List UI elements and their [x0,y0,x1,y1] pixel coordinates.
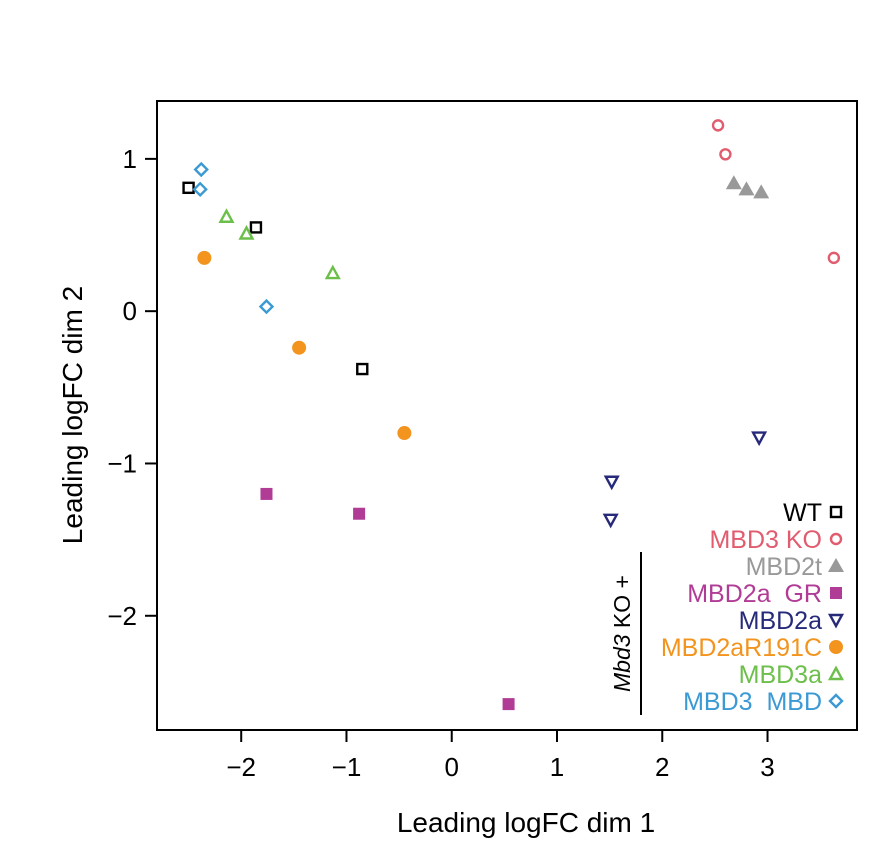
legend-marker [827,613,845,629]
data-point [193,161,209,178]
data-point [711,119,725,132]
data-point [238,224,255,240]
legend-marker [828,693,844,709]
data-point [397,426,412,441]
x-axis: −2 −1 0 1 2 3 [226,730,775,782]
legend-group-label-rest: KO + [609,575,635,634]
data-point [738,181,755,196]
data-point [751,431,768,447]
legend-label: MBD3 KO [709,526,822,554]
data-point [753,184,770,199]
legend-marker [827,665,845,681]
x-tick-label: 3 [760,752,774,782]
legend-label: MBD2t [746,553,822,581]
data-point [258,298,275,315]
data-point [603,475,620,491]
data-point [602,513,619,529]
data-point [218,208,235,223]
data-point [502,698,515,711]
y-tick-label: 1 [123,144,137,174]
y-tick-label: −1 [107,448,137,478]
y-axis: 1 0 −1 −2 [107,144,157,631]
legend-group-label: Mbd3 KO + [609,575,635,692]
legend-marker [829,640,843,654]
data-point [249,221,263,234]
legend-label: MBD2aR191C [661,634,822,662]
legend-label: MBD2a GR [687,580,822,608]
legend-label: MBD2a [739,607,822,635]
data-point [260,487,273,500]
y-tick-label: −2 [107,601,137,631]
data-point [192,181,208,198]
legend-marker [829,532,843,546]
legend-marker [828,558,844,572]
plot-frame [156,100,858,731]
x-tick-label: 2 [655,752,669,782]
data-point [292,340,307,355]
data-point [324,264,341,280]
data-point [356,362,369,376]
data-point [725,175,742,190]
y-tick-label: 0 [123,296,137,326]
legend-marker [830,587,842,599]
data-point [182,181,195,195]
legend-marker [829,505,843,519]
x-tick-label: −2 [226,752,256,782]
data-point [719,148,732,161]
legend-label: MBD3 MBD [683,688,822,716]
x-tick-label: 0 [445,752,459,782]
data-points [182,119,841,711]
x-tick-label: −1 [332,752,362,782]
x-axis-label: Leading logFC dim 1 [397,807,655,838]
y-axis-label: Leading logFC dim 2 [57,286,88,544]
data-point [353,507,366,520]
data-point [827,251,841,265]
legend-group-label-italic: Mbd3 [609,634,635,692]
data-point [197,250,212,265]
legend-label: MBD3a [739,661,822,689]
legend-label: WT [783,499,822,527]
x-tick-label: 1 [550,752,564,782]
